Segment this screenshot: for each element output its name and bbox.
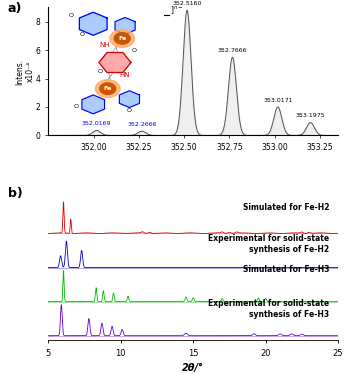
Text: 352.7666: 352.7666 xyxy=(218,48,247,53)
Text: Experimental for solid-state
synthesis of Fe-H2: Experimental for solid-state synthesis o… xyxy=(208,234,329,254)
Text: Simulated for Fe-H3: Simulated for Fe-H3 xyxy=(243,265,329,274)
Text: 353.0171: 353.0171 xyxy=(263,98,293,103)
Text: a): a) xyxy=(8,2,22,15)
Text: 352.0169: 352.0169 xyxy=(82,121,111,126)
X-axis label: 2θ/°: 2θ/° xyxy=(182,363,204,373)
Text: Simulated for Fe-H2: Simulated for Fe-H2 xyxy=(243,203,329,212)
Text: b): b) xyxy=(8,187,22,200)
Text: 353.1975: 353.1975 xyxy=(296,113,325,118)
Y-axis label: Intens.
x10⁻⁴: Intens. x10⁻⁴ xyxy=(15,58,34,85)
Text: 352.2666: 352.2666 xyxy=(127,122,157,127)
Text: 352.5160: 352.5160 xyxy=(172,1,202,6)
Text: Experimental for solid-state
synthesis of Fe-H3: Experimental for solid-state synthesis o… xyxy=(208,299,329,319)
